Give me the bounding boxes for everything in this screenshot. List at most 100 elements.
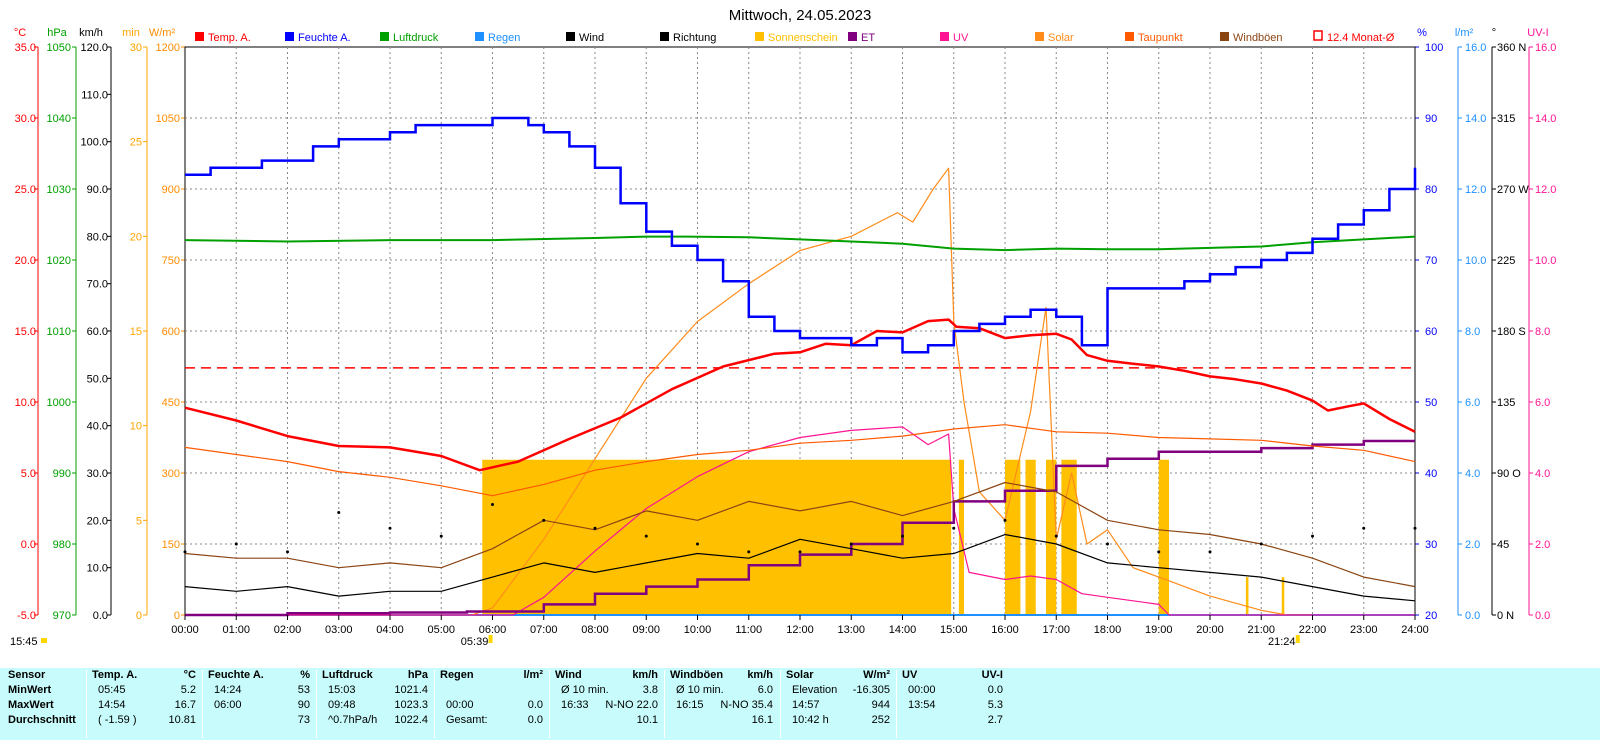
summary-value: 1022.4	[394, 714, 428, 726]
axis-label-wind: 90.0	[87, 184, 108, 196]
x-tick-label: 24:00	[1401, 624, 1429, 636]
axis-unit-rain: l/m²	[1455, 27, 1474, 39]
weather-chart: Mittwoch, 24.05.2023 Temp. A. Feuchte A. L…	[10, 7, 1557, 648]
direction-dot	[1003, 518, 1007, 522]
axis-label-temp: 0.0	[21, 539, 36, 551]
x-tick-label: 08:00	[581, 624, 609, 636]
summary-time: 13:54	[908, 699, 936, 711]
axis-label-sunmin: 5	[136, 515, 142, 527]
summary-time: Ø 10 min.	[561, 684, 609, 696]
summary-header: UV	[902, 669, 918, 681]
direction-dot	[644, 534, 648, 538]
axis-label-pressure: 970	[53, 610, 71, 622]
axis-label-pressure: 1030	[47, 184, 71, 196]
summary-value: 0.0	[527, 699, 543, 711]
legend-label: UV	[953, 32, 969, 44]
axis-label-rain: 2.0	[1465, 539, 1480, 551]
summary-header: Wind	[555, 669, 582, 681]
summary-row-label: MinWert	[8, 684, 52, 696]
summary-value: 5.2	[180, 684, 196, 696]
series-feuchtea	[185, 116, 1417, 354]
x-tick-label: 20:00	[1196, 624, 1224, 636]
summary-unit: UV-I	[981, 669, 1003, 681]
series-windben	[184, 481, 1416, 588]
legend-label: Luftdruck	[393, 32, 439, 44]
direction-dot	[286, 550, 289, 554]
x-axis: 00:00 01:00 02:00 03:00 04:00 05:00 06:00 07:00…	[10, 615, 1429, 648]
summary-unit: %	[300, 669, 310, 681]
axis-unit-temp: °C	[14, 27, 26, 39]
direction-dot	[1208, 550, 1212, 554]
axis-label-temp: 5.0	[21, 468, 36, 480]
summary-divider	[780, 670, 781, 738]
summary-time: ^0.7hPa/h	[328, 714, 378, 726]
axis-unit-solar: W/m²	[149, 27, 176, 39]
axis-label-rain: 4.0	[1465, 468, 1480, 480]
axis-unit-sunmin: min	[122, 27, 140, 39]
legend-swatch	[1220, 32, 1229, 41]
sunshine-bar	[1046, 459, 1057, 615]
summary-value: 90	[297, 699, 310, 711]
direction-dot	[388, 526, 392, 530]
sunshine-bar	[1025, 459, 1036, 615]
axis-label-solar: 750	[162, 255, 180, 267]
x-tick-label: 07:00	[530, 624, 558, 636]
axis-label-sunmin: 0	[136, 610, 142, 622]
axes: °C 35.0 30.0 25.0 20.0 15.0 10.0 5.0 0.0 -5.0 hPa 1…	[14, 27, 1557, 622]
sunrise-label: 05:39	[461, 636, 489, 648]
summary-table: Sensor MinWert MaxWert Durchschnitt Temp. A.…	[0, 668, 1600, 740]
x-tick-label: 19:00	[1145, 624, 1173, 636]
legend-swatch	[660, 32, 669, 41]
axis-label-direction: 90 O	[1497, 468, 1521, 480]
series-uv	[185, 426, 1415, 616]
summary-header: Sensor	[8, 669, 46, 681]
summary-value: -16.305	[852, 684, 890, 696]
legend-swatch	[848, 32, 857, 41]
axis-label-uv: 0.0	[1535, 610, 1550, 622]
axis-label-humidity: 70	[1425, 255, 1437, 267]
summary-divider	[202, 670, 203, 738]
axis-label-humidity: 60	[1425, 326, 1437, 338]
summary-time: ( -1.59 )	[98, 714, 137, 726]
axis-label-rain: 10.0	[1465, 255, 1486, 267]
axis-label-temp: 35.0	[15, 42, 36, 54]
axis-label-solar: 150	[162, 539, 180, 551]
axis-label-temp: 25.0	[15, 184, 36, 196]
summary-time: 00:00	[446, 699, 474, 711]
summary-time: 14:54	[98, 699, 126, 711]
series-solar	[185, 167, 1313, 616]
summary-time: 00:00	[908, 684, 936, 696]
summary-value: 10.1	[636, 714, 658, 726]
direction-dot	[593, 526, 597, 530]
axis-label-humidity: 100	[1425, 42, 1443, 54]
summary-time: 16:33	[561, 699, 589, 711]
axis-label-solar: 600	[162, 326, 180, 338]
sunshine-bar	[1005, 459, 1021, 615]
summary-value: 2.7	[987, 714, 1003, 726]
axis-label-uv: 2.0	[1535, 539, 1550, 551]
chart-title: Mittwoch, 24.05.2023	[729, 7, 872, 24]
axis-label-rain: 8.0	[1465, 326, 1480, 338]
x-tick-label: 09:00	[632, 624, 660, 636]
sunshine-bar	[958, 459, 964, 615]
summary-divider	[549, 670, 550, 738]
summary-value: N-NO 22.0	[605, 699, 658, 711]
axis-label-direction: 0 N	[1497, 610, 1514, 622]
x-tick-label: 06:00	[479, 624, 507, 636]
summary-time: Elevation	[792, 684, 838, 696]
direction-dot	[696, 542, 699, 546]
axis-label-wind: 30.0	[87, 468, 108, 480]
x-tick-label: 16:00	[991, 624, 1019, 636]
x-tick-label: 12:00	[786, 624, 814, 636]
axis-label-wind: 100.0	[80, 137, 108, 149]
axis-label-sunmin: 30	[130, 42, 142, 54]
summary-value: 5.3	[987, 699, 1003, 711]
series-luftdruck	[184, 235, 1416, 252]
legend: Temp. A. Feuchte A. Luftdruck Regen Wind Rich…	[195, 30, 1395, 44]
axis-label-direction: 135	[1497, 397, 1515, 409]
axis-label-solar: 0	[174, 610, 180, 622]
legend-swatch	[940, 32, 949, 41]
axis-label-pressure: 1000	[47, 397, 71, 409]
legend-swatch	[755, 32, 764, 41]
x-tick-label: 18:00	[1094, 624, 1122, 636]
